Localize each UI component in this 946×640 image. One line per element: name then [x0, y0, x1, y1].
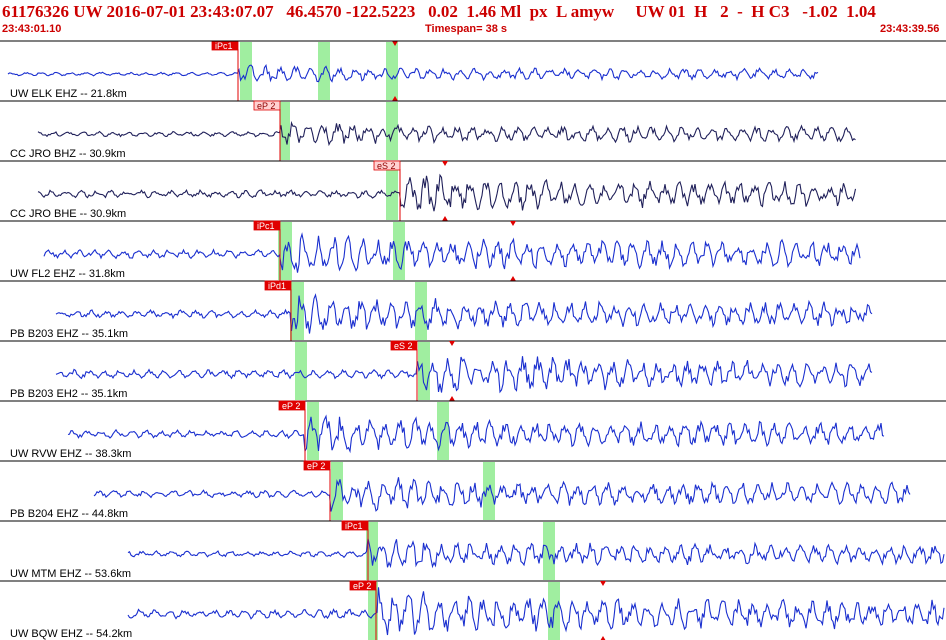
pick-label: eP 2 [307, 461, 325, 471]
waveform [55, 356, 873, 394]
pick-window [280, 102, 290, 160]
pick-label-box[interactable] [303, 460, 331, 471]
start-time: 23:43:01.10 [2, 23, 62, 35]
trace-row[interactable]: eP 2 CC JRO BHZ -- 30.9km [0, 100, 946, 162]
pick-label: iPd1 [268, 281, 286, 291]
pick-label: iPc1 [215, 41, 233, 51]
timespan: Timespan= 38 s [425, 23, 508, 35]
pick-label: iPc1 [257, 221, 275, 231]
trace-row[interactable]: iPc1 UW ELK EHZ -- 21.8km [0, 40, 946, 102]
pick-label: eP 2 [282, 401, 300, 411]
pick-window [386, 102, 398, 160]
header-bar: 61176326 UW 2016-07-01 23:43:07.07 46.45… [0, 0, 946, 22]
trace-label: UW ELK EHZ -- 21.8km [10, 88, 127, 100]
amp-marker-bottom [392, 96, 398, 101]
pick-window [386, 162, 398, 220]
pick-label-box[interactable] [349, 580, 377, 591]
pick-label: eS 2 [394, 341, 413, 351]
trace-row[interactable]: eP 2 UW RVW EHZ -- 38.3km [0, 400, 946, 462]
trace-row[interactable]: iPd1 PB B203 EHZ -- 35.1km [0, 280, 946, 342]
amp-marker-top [600, 581, 606, 586]
waveform [55, 293, 873, 334]
amp-marker-bottom [449, 396, 455, 401]
amp-marker-bottom [442, 216, 448, 221]
trace-row[interactable]: eS 2 CC JRO BHE -- 30.9km [0, 160, 946, 222]
pick-window [307, 402, 319, 460]
pick-label-box[interactable] [341, 520, 369, 531]
trace-label: CC JRO BHE -- 30.9km [10, 208, 126, 220]
trace-label: PB B204 EHZ -- 44.8km [10, 508, 128, 520]
pick-label-box[interactable] [278, 400, 306, 411]
pick-label: eP 2 [257, 101, 275, 111]
pick-window [415, 282, 427, 340]
event-summary: 61176326 UW 2016-07-01 23:43:07.07 46.45… [2, 2, 876, 21]
trace-label: PB B203 EHZ -- 35.1km [10, 328, 128, 340]
pick-window [290, 282, 304, 340]
trace-label: UW MTM EHZ -- 53.6km [10, 568, 131, 580]
pick-label: eS 2 [377, 161, 396, 171]
waveform [127, 587, 945, 636]
trace-label: PB B203 EH2 -- 35.1km [10, 388, 127, 400]
waveform [93, 477, 911, 512]
trace-label: UW FL2 EHZ -- 31.8km [10, 268, 125, 280]
pick-window [368, 582, 378, 640]
pick-window [483, 462, 495, 520]
amp-marker-top [442, 161, 448, 166]
trace-label: UW BQW EHZ -- 54.2km [10, 628, 132, 640]
amp-marker-bottom [600, 636, 606, 640]
pick-window [386, 42, 398, 100]
amp-marker-top [449, 341, 455, 346]
trace-row[interactable]: iPc1 UW FL2 EHZ -- 31.8km [0, 220, 946, 282]
trace-label: UW RVW EHZ -- 38.3km [10, 448, 131, 460]
waveform [127, 538, 945, 569]
pick-label: eP 2 [353, 581, 371, 591]
amp-marker-top [392, 41, 398, 46]
pick-window [366, 522, 378, 580]
pick-label-box[interactable] [253, 100, 281, 111]
pick-label-box[interactable] [373, 160, 401, 171]
pick-window [331, 462, 343, 520]
pick-window [543, 522, 555, 580]
trace-row[interactable]: iPc1 UW MTM EHZ -- 53.6km [0, 520, 946, 582]
waveform [43, 232, 861, 273]
amp-marker-top [510, 221, 516, 226]
trace-row[interactable]: eS 2 PB B203 EH2 -- 35.1km [0, 340, 946, 402]
waveform [7, 64, 819, 83]
end-time: 23:43:39.56 [880, 23, 940, 35]
trace-row[interactable]: eP 2 UW BQW EHZ -- 54.2km [0, 580, 946, 640]
amp-marker-bottom [510, 276, 516, 281]
waveform [67, 414, 885, 454]
pick-label-box[interactable] [390, 340, 418, 351]
pick-label-box[interactable] [264, 280, 292, 291]
trace-row[interactable]: eP 2 PB B204 EHZ -- 44.8km [0, 460, 946, 522]
pick-label: iPc1 [345, 521, 363, 531]
pick-label-box[interactable] [253, 220, 281, 231]
waveform [37, 120, 856, 147]
pick-window [418, 342, 430, 400]
trace-label: CC JRO BHZ -- 30.9km [10, 148, 126, 160]
waveform [37, 173, 857, 212]
pick-window [240, 42, 252, 100]
